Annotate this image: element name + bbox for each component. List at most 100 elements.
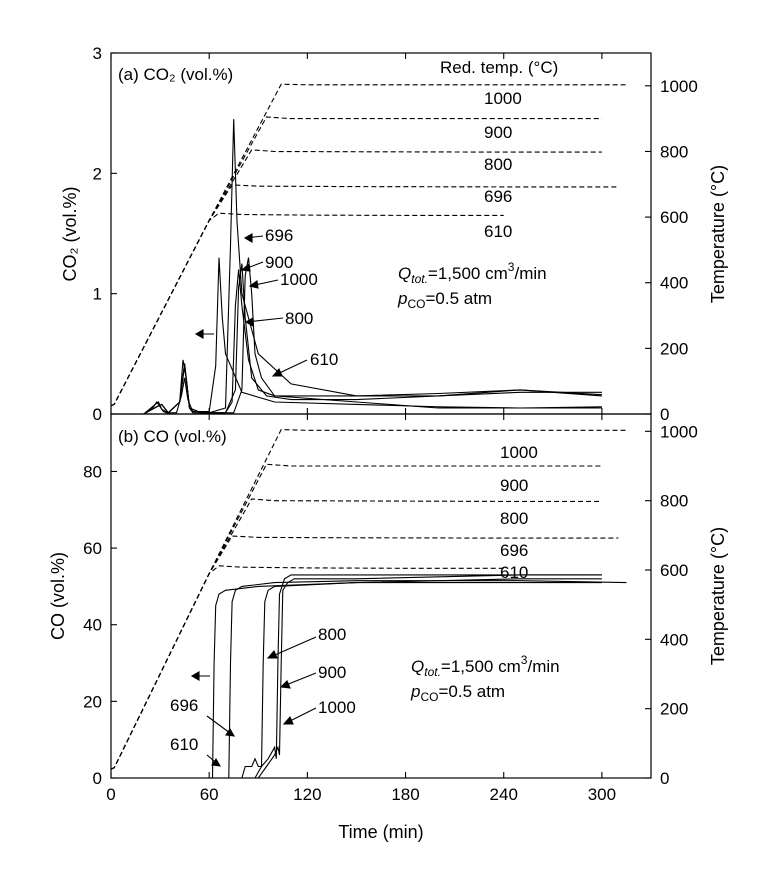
curve-label-800: 800	[318, 625, 346, 644]
x-tick-label-240: 240	[490, 785, 518, 804]
y-right-tick-label-b-800: 800	[660, 492, 688, 511]
leader-900	[240, 261, 264, 272]
y-left-tick-label-a-2: 2	[93, 164, 102, 183]
svg-text:800: 800	[484, 155, 512, 174]
leader-b-800	[266, 636, 317, 659]
legend-title: Red. temp. (°C)	[440, 58, 558, 77]
y-right-tick-label-a-0: 0	[660, 405, 669, 424]
temperature-line-a-1000	[110, 83, 627, 407]
curve-label-900: 900	[318, 663, 346, 682]
series-line-a-800	[111, 263, 602, 415]
temperature-line-b-1000	[110, 429, 627, 770]
svg-text:696: 696	[265, 226, 293, 245]
y-axis-label-a-left: CO₂ (vol.%)	[60, 187, 80, 282]
svg-text:900: 900	[265, 253, 293, 272]
series-line-b-1000	[111, 574, 602, 779]
svg-text:1000: 1000	[280, 270, 318, 289]
panel-a-frame	[110, 52, 652, 415]
y-axis-label-b-left: CO (vol.%)	[48, 552, 68, 640]
left-axis-arrow-a	[194, 329, 214, 339]
y-left-tick-label-b-0: 0	[93, 769, 102, 788]
leader-b-900	[279, 672, 317, 689]
leader-b-1000	[282, 707, 317, 725]
curve-label-696: 696	[170, 696, 198, 715]
leader-b-610	[206, 754, 222, 767]
svg-text:1000: 1000	[484, 89, 522, 108]
temp-label-a-610: 610	[484, 222, 512, 241]
y-right-tick-label-b-1000: 1000	[660, 422, 698, 441]
pressure-condition-a: pCO=0.5 atm	[397, 289, 492, 311]
svg-text:696: 696	[484, 187, 512, 206]
temp-label-a-696: 696	[484, 187, 512, 206]
svg-text:610: 610	[170, 735, 198, 754]
y-left-tick-label-b-60: 60	[83, 539, 102, 558]
temp-label-b-800: 800	[500, 509, 528, 528]
svg-text:1000: 1000	[500, 443, 538, 462]
panel-a-temperature-curves	[110, 83, 627, 407]
temperature-line-a-696	[110, 184, 619, 407]
series-line-b-800	[111, 578, 602, 779]
svg-text:610: 610	[500, 563, 528, 582]
x-tick-label-180: 180	[391, 785, 419, 804]
panel-a-ticks: 0 1 2 3 0 200 400 600 800 1000	[93, 44, 698, 424]
x-tick-label-60: 60	[200, 785, 219, 804]
peak-label-1000: 1000	[280, 270, 318, 289]
flow-condition-a: Qtot.=1,500 cm3/min	[398, 260, 547, 286]
temp-label-b-900: 900	[500, 476, 528, 495]
svg-text:900: 900	[484, 123, 512, 142]
svg-text:800: 800	[500, 509, 528, 528]
left-axis-arrow-b	[190, 671, 210, 681]
svg-text:696: 696	[500, 541, 528, 560]
temp-label-a-900: 900	[484, 123, 512, 142]
x-tick-label-0: 0	[106, 785, 115, 804]
flow-condition-b: Qtot.=1,500 cm3/min	[411, 653, 560, 679]
x-tick-label-300: 300	[588, 785, 616, 804]
y-right-tick-label-b-600: 600	[660, 561, 688, 580]
temp-label-a-800: 800	[484, 155, 512, 174]
y-left-tick-label-a-1: 1	[93, 285, 102, 304]
peak-label-610: 610	[310, 350, 338, 369]
y-axis-label-b-right: Temperature (°C)	[708, 527, 728, 665]
svg-text:900: 900	[318, 663, 346, 682]
temp-label-b-696: 696	[500, 541, 528, 560]
annotation-arrows	[190, 233, 317, 767]
x-tick-label-120: 120	[293, 785, 321, 804]
leader-b-696	[206, 715, 236, 737]
leader-610	[271, 359, 308, 377]
panel-a-label: (a) CO₂ (vol.%)	[118, 65, 233, 84]
svg-text:800: 800	[318, 625, 346, 644]
panel-b-label: (b) CO (vol.%)	[118, 427, 227, 446]
leader-800	[244, 317, 284, 327]
panel-b-ticks: 0 60 120 180 240 300 0 20 40 60 800 200 400 600 800 100…	[83, 414, 698, 804]
y-right-tick-label-a-800: 800	[660, 142, 688, 161]
y-right-tick-label-b-400: 400	[660, 630, 688, 649]
temp-label-b-1000: 1000	[500, 443, 538, 462]
curve-label-610: 610	[170, 735, 198, 754]
y-left-tick-label-b-80: 80	[83, 462, 102, 481]
y-right-tick-label-a-200: 200	[660, 339, 688, 358]
x-axis-label: Time (min)	[338, 822, 423, 842]
temperature-line-b-610	[110, 565, 504, 770]
temp-label-b-610: 610	[500, 563, 528, 582]
panel-b-frame	[110, 413, 652, 779]
peak-label-900: 900	[265, 253, 293, 272]
y-left-tick-label-b-20: 20	[83, 692, 102, 711]
y-right-tick-label-a-600: 600	[660, 208, 688, 227]
svg-text:900: 900	[500, 476, 528, 495]
svg-text:1000: 1000	[318, 698, 356, 717]
y-left-tick-label-a-0: 0	[93, 405, 102, 424]
temperature-line-a-900	[110, 116, 602, 407]
panel-a-co2-curves	[111, 119, 602, 415]
curve-label-1000: 1000	[318, 698, 356, 717]
leader-696	[243, 233, 264, 243]
y-right-tick-label-a-400: 400	[660, 274, 688, 293]
svg-text:696: 696	[170, 696, 198, 715]
temp-label-a-1000: 1000	[484, 89, 522, 108]
svg-text:800: 800	[285, 309, 313, 328]
y-axis-label-a-right: Temperature (°C)	[708, 165, 728, 303]
y-right-tick-label-b-200: 200	[660, 700, 688, 719]
y-left-tick-label-b-40: 40	[83, 616, 102, 635]
peak-label-800: 800	[285, 309, 313, 328]
y-right-tick-label-a-1000: 1000	[660, 77, 698, 96]
